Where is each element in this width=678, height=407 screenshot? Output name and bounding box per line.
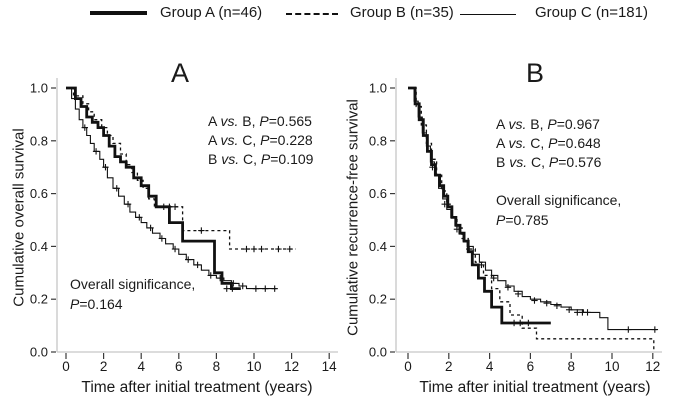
tick-marks <box>51 87 330 359</box>
panel-a-overall-significance: Overall significance, P=0.164 <box>70 274 195 314</box>
x-tick-label: 10 <box>246 359 261 374</box>
y-tick-label: 0.8 <box>369 133 387 148</box>
series-a-curve <box>408 86 551 327</box>
overall-significance-value: P=0.785 <box>496 212 549 228</box>
y-tick-label: 0.6 <box>369 186 387 201</box>
panel-b-y-axis-title: Cumulative recurrence-free survival <box>344 99 362 336</box>
y-tick-label: 1.0 <box>30 81 48 96</box>
panel-b-plot: 1.0 0.8 0.6 0.4 0.2 0.0 0 2 4 6 8 10 12 <box>369 78 662 374</box>
annotation-line: A vs. C, P=0.648 <box>496 135 601 151</box>
axes <box>56 78 338 353</box>
x-tick-label: 6 <box>175 359 183 374</box>
x-tick-label: 2 <box>445 359 453 374</box>
x-tick-label: 0 <box>62 359 70 374</box>
legend-swatch-group-a <box>90 11 147 15</box>
panel-a-annotations: A vs. B, P=0.565 A vs. C, P=0.228 B vs. … <box>208 112 313 169</box>
x-tick-label: 10 <box>604 359 619 374</box>
panel-a-x-axis-title: Time after initial treatment (years) <box>81 379 313 396</box>
y-tick-label: 0.8 <box>30 133 48 148</box>
annotation-line: A vs. B, P=0.565 <box>208 113 312 129</box>
legend-swatch-group-b <box>286 13 338 15</box>
x-tick-label: 12 <box>645 359 660 374</box>
panel-a-y-axis-title: Cumulative overall survival <box>10 128 28 307</box>
overall-significance-line: Overall significance, <box>496 192 622 208</box>
panel-b-overall-significance: Overall significance, P=0.785 <box>496 190 621 230</box>
series-c-curve <box>66 87 278 292</box>
x-tick-label: 6 <box>527 359 535 374</box>
overall-significance-line: Overall significance, <box>70 276 196 292</box>
panel-b-x-axis-title: Time after initial treatment (years) <box>419 379 651 396</box>
panel-a-plot: 1.0 0.8 0.6 0.4 0.2 0.0 0 2 4 6 8 10 12 14 <box>30 78 338 374</box>
tick-marks <box>390 87 654 359</box>
y-tick-label: 0.6 <box>30 186 48 201</box>
annotation-line: B vs. C, P=0.576 <box>496 154 602 170</box>
x-tick-label: 4 <box>137 359 145 374</box>
legend-swatch-group-c <box>460 14 516 15</box>
x-tick-label: 0 <box>404 359 412 374</box>
y-tick-label: 0.2 <box>369 292 387 307</box>
x-tick-label: 14 <box>322 359 338 374</box>
y-tick-label: 1.0 <box>369 81 387 96</box>
series-a-curve <box>66 86 241 292</box>
legend-label-group-b: Group B (n=35) <box>350 4 454 21</box>
annotation-line: A vs. C, P=0.228 <box>208 132 313 148</box>
tick-labels: 1.0 0.8 0.6 0.4 0.2 0.0 0 2 4 6 8 10 12 <box>369 81 660 375</box>
y-tick-label: 0.4 <box>369 239 387 254</box>
y-tick-label: 0.0 <box>30 345 48 360</box>
annotation-line: A vs. B, P=0.967 <box>496 116 600 132</box>
y-tick-label: 0.4 <box>30 239 48 254</box>
panel-a-label: A <box>170 58 189 88</box>
legend-label-group-a: Group A (n=46) <box>160 4 263 21</box>
y-tick-label: 0.0 <box>369 345 387 360</box>
panel-b-label: B <box>525 58 544 88</box>
axes <box>395 78 662 353</box>
x-tick-label: 4 <box>486 359 494 374</box>
legend-label-group-c: Group C (n=181) <box>535 4 648 21</box>
tick-labels: 1.0 0.8 0.6 0.4 0.2 0.0 0 2 4 6 8 10 12 14 <box>30 81 337 375</box>
overall-significance-value: P=0.164 <box>70 296 123 312</box>
panel-b-annotations: A vs. B, P=0.967 A vs. C, P=0.648 B vs. … <box>496 115 601 172</box>
x-tick-label: 8 <box>213 359 221 374</box>
x-tick-label: 8 <box>567 359 575 374</box>
censor-marks <box>223 285 236 292</box>
annotation-line: B vs. C, P=0.109 <box>208 151 314 167</box>
y-tick-label: 0.2 <box>30 292 48 307</box>
censor-marks <box>510 319 532 327</box>
censor-marks <box>160 203 293 253</box>
x-tick-label: 12 <box>284 359 299 374</box>
x-tick-label: 2 <box>100 359 108 374</box>
censor-marks <box>81 124 278 292</box>
